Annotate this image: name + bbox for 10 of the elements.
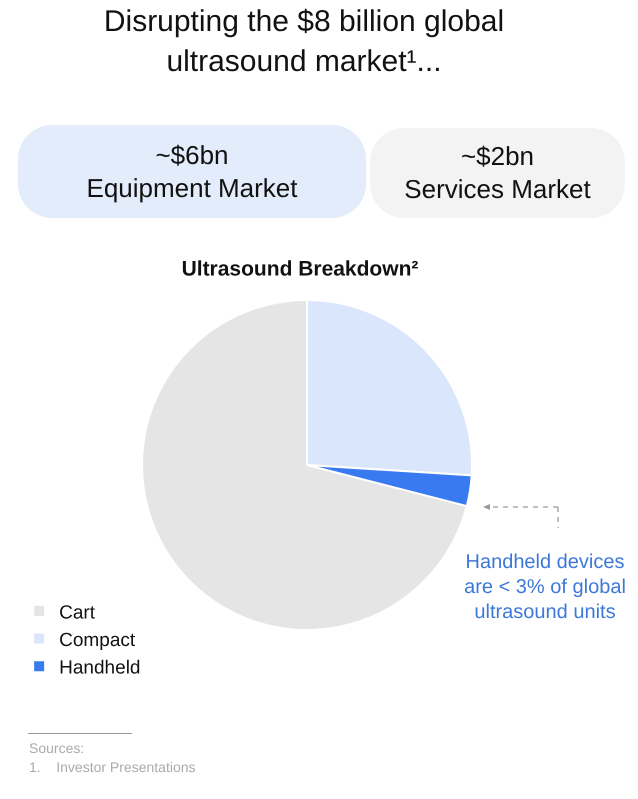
text: ~$2bn Services Market [403,140,592,206]
legend-label: Handheld [59,658,140,679]
text: Handheld devices are < 3% of global ultrasound units [463,550,627,625]
text: 1. Investor Presentations [29,758,196,776]
source-note: Sources: [29,739,84,757]
text: Disrupting the $8 billion global ultrasound market¹... [102,4,506,80]
chart-title: Ultrasound Breakdown² [182,257,418,280]
legend-label: Cart [59,602,96,624]
text: ~$6bn Equipment Market [86,138,298,204]
legend-label: Compact [59,630,136,651]
